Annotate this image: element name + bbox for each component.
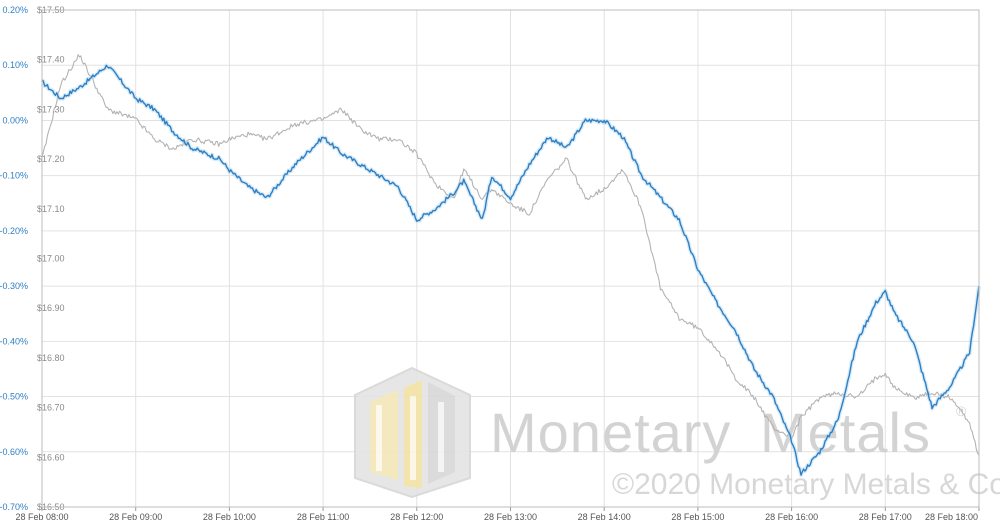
x-axis: 28 Feb 08:00 28 Feb 09:00 28 Feb 10:00 28 F… (15, 507, 980, 522)
price-axis-tick-label: $17.30 (37, 104, 65, 114)
left-axis-tick-label: 0.00% (2, 115, 28, 125)
x-axis-tick-label: 28 Feb 10:00 (203, 512, 256, 522)
x-axis-tick-label: 28 Feb 12:00 (390, 512, 443, 522)
watermark-logo (354, 366, 471, 499)
watermark-copyright: ©2020 Monetary Metals & Co. (612, 468, 1000, 501)
left-axis-tick-label: -0.10% (0, 171, 28, 181)
left-axis: 0.20% 0.10% 0.00% -0.10% -0.20% -0.30% -0.40% -… (0, 5, 28, 512)
left-axis-tick-label: -0.70% (0, 502, 28, 512)
price-axis-tick-label: $16.60 (37, 452, 65, 462)
left-axis-tick-label: -0.60% (0, 447, 28, 457)
left-axis-tick-label: 0.20% (2, 5, 28, 15)
left-axis-tick-label: -0.50% (0, 392, 28, 402)
price-axis-tick-label: $17.40 (37, 55, 65, 65)
series-line-grey (41, 54, 980, 456)
left-axis-tick-label: -0.40% (0, 336, 28, 346)
price-axis-tick-label: $16.80 (37, 353, 65, 363)
left-axis-tick-label: 0.10% (2, 60, 28, 70)
left-axis-tick-label: -0.20% (0, 226, 28, 236)
x-axis-tick-label: 28 Feb 11:00 (297, 512, 349, 522)
x-axis-tick-label: 28 Feb 09:00 (109, 512, 162, 522)
watermark-brand-first: Monetary (490, 401, 731, 464)
left-axis-tick-label: -0.30% (0, 281, 28, 291)
series-layer (40, 54, 981, 478)
price-axis-tick-label: $16.90 (37, 303, 65, 313)
x-axis-tick-label: 28 Feb 14:00 (578, 512, 631, 522)
plot-border (41, 9, 980, 508)
x-axis-tick-label: 28 Feb 13:00 (484, 512, 537, 522)
x-axis-tick-label: 28 Feb 15:00 (671, 512, 724, 522)
series-line-blue (41, 64, 980, 476)
price-axis-tick-label: $16.70 (37, 403, 65, 413)
x-axis-tick-label: 28 Feb 18:00 (925, 512, 978, 522)
watermark-brand-second: Metals (760, 401, 931, 464)
x-axis-tick-label: 28 Feb 16:00 (765, 512, 818, 522)
price-axis-tick-label: $17.00 (37, 254, 65, 264)
price-axis-tick-label: $17.20 (37, 154, 65, 164)
x-axis-tick-label: 28 Feb 17:00 (859, 512, 912, 522)
price-axis-tick-label: $17.10 (37, 204, 65, 214)
x-axis-tick-label: 28 Feb 08:00 (15, 512, 68, 522)
